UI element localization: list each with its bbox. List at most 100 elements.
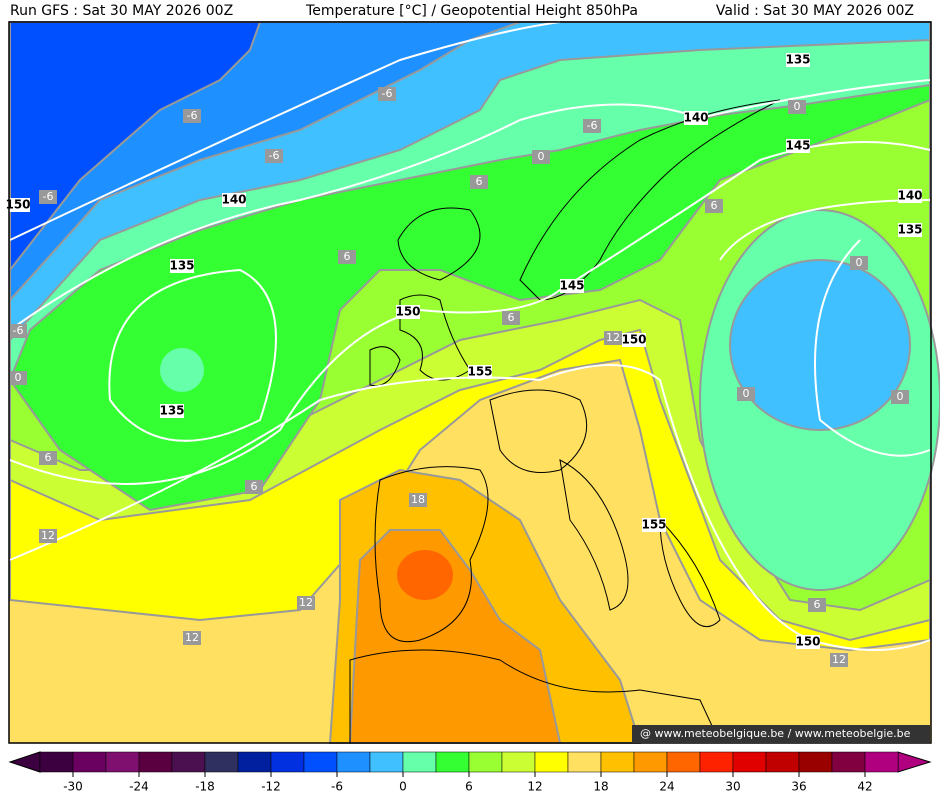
temperature-label: -6 [382, 87, 393, 100]
height-contour [108, 268, 277, 442]
temperature-label-box [604, 331, 622, 345]
colorbar-bin [105, 751, 140, 773]
temperature-label: 12 [832, 653, 846, 666]
coastline [349, 649, 721, 744]
colorbar-tick-label: 0 [399, 780, 407, 794]
temperature-label: 6 [476, 175, 483, 188]
temperature-label: 12 [299, 596, 313, 609]
temperature-label-box [265, 149, 283, 163]
height-label-box [786, 53, 810, 67]
temperature-label: 0 [15, 371, 22, 384]
colorbar-bin [468, 751, 503, 773]
height-label: 135 [159, 404, 184, 418]
height-label-box [622, 333, 646, 347]
colorbar-bin [600, 751, 635, 773]
height-contour [719, 199, 931, 261]
height-label: 140 [897, 189, 922, 203]
height-label: 135 [897, 223, 922, 237]
temperature-label-box [409, 493, 427, 507]
colorbar-bin [171, 751, 206, 773]
height-label: 155 [467, 365, 492, 379]
colorbar-tick-label: -24 [129, 780, 149, 794]
colorbar-bin [336, 751, 371, 773]
colorbar-tick-label: 24 [659, 780, 674, 794]
colorbar-tick-label: 36 [791, 780, 806, 794]
temperature-label: 6 [711, 199, 718, 212]
colorbar-bin [798, 751, 833, 773]
temperature-label-box [891, 390, 909, 404]
colorbar-bin [501, 751, 536, 773]
colorbar-bin [864, 751, 899, 773]
colorbar-bin [699, 751, 734, 773]
temperature-label: 6 [508, 311, 515, 324]
height-label-box [786, 139, 810, 153]
height-label: 150 [395, 305, 420, 319]
temperature-label-box [39, 190, 57, 204]
colorbar-tick-label: -6 [331, 780, 343, 794]
temperature-label: -6 [43, 190, 54, 203]
temperature-label-box [39, 451, 57, 465]
temperature-label-box [850, 256, 868, 270]
colorbar-bin [402, 751, 437, 773]
temperature-label: 12 [606, 331, 620, 344]
temperature-label: 0 [794, 100, 801, 113]
coastline [559, 459, 629, 611]
temp-zone [397, 550, 453, 600]
temperature-label: 6 [251, 480, 258, 493]
temperature-label: 0 [856, 256, 863, 269]
temperature-label-box [705, 199, 723, 213]
temperature-label-box [378, 87, 396, 101]
temperature-label: -6 [187, 109, 198, 122]
colorbar-tick-label: 6 [465, 780, 473, 794]
map-title: Temperature [°C] / Geopotential Height 8… [305, 3, 638, 19]
run-label: Run GFS : Sat 30 MAY 2026 00Z [10, 3, 233, 19]
colorbar-bin [534, 751, 569, 773]
temperature-label: 0 [538, 150, 545, 163]
height-label-box [796, 635, 820, 649]
temperature-label-box [470, 175, 488, 189]
temp-zone [160, 348, 204, 392]
colorbar-tick-label: 18 [593, 780, 608, 794]
height-label-box [898, 189, 922, 203]
temperature-label-box [808, 598, 826, 612]
temperature-label: 6 [344, 250, 351, 263]
colorbar-tick-label: -30 [63, 780, 83, 794]
colorbar-bin [270, 751, 305, 773]
height-label-box [898, 223, 922, 237]
temperature-label: 12 [185, 631, 199, 644]
coastline [397, 207, 481, 281]
colorbar-bin [204, 751, 239, 773]
height-label-box [222, 193, 246, 207]
valid-label: Valid : Sat 30 MAY 2026 00Z [716, 3, 914, 19]
height-label: 150 [5, 198, 30, 212]
colorbar-bin [633, 751, 668, 773]
map-area: 135 140 145 140 135 150 140 135 150 145 150 155 135 1… [5, 21, 940, 744]
coastline [489, 389, 588, 473]
colorbar-bin [303, 751, 338, 773]
height-contour [9, 141, 931, 485]
map-frame [8, 21, 932, 744]
height-label-box [684, 111, 708, 125]
height-label: 155 [641, 518, 666, 532]
height-label: 145 [785, 139, 810, 153]
temperature-label-box [297, 596, 315, 610]
temperature-label-box [830, 653, 848, 667]
temperature-label: 12 [41, 529, 55, 542]
colorbar-bin [732, 751, 767, 773]
colorbar-tick-label: 42 [857, 780, 872, 794]
height-contour [9, 79, 931, 331]
temperature-label-box [502, 311, 520, 325]
temperature-label: 0 [743, 387, 750, 400]
height-contour [9, 21, 561, 241]
height-label-box [396, 305, 420, 319]
temperature-label-box [788, 100, 806, 114]
height-label: 135 [169, 259, 194, 273]
temp-zone [9, 21, 262, 273]
temperature-label: 18 [411, 493, 425, 506]
temperature-label-box [245, 480, 263, 494]
temperature-label-box [9, 371, 27, 385]
colorbar-bin [435, 751, 470, 773]
credit: @ www.meteobelgique.be / www.meteobelgie… [640, 727, 911, 740]
